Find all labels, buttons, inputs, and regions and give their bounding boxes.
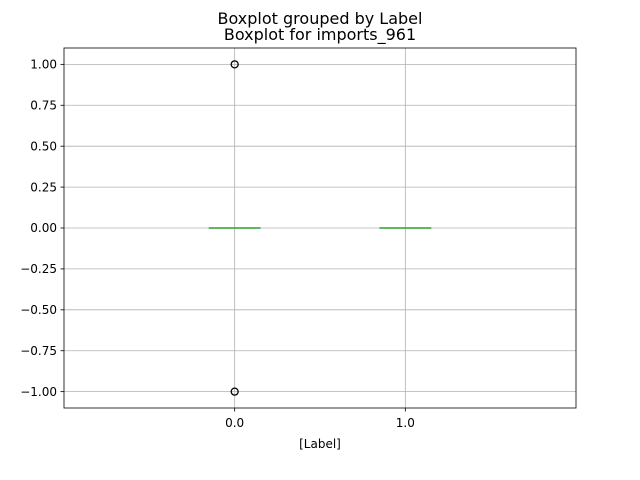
outlier-point — [230, 387, 239, 396]
y-tick-label: −0.50 — [20, 303, 57, 317]
axes-frame — [63, 47, 577, 409]
y-tick-label: 1.00 — [30, 58, 57, 72]
chart-title: Boxplot for imports_961 — [224, 25, 416, 45]
chart-suptitle: Boxplot grouped by Label — [218, 9, 423, 28]
x-tick-label: 1.0 — [396, 416, 415, 430]
y-tick-label: −1.00 — [20, 385, 57, 399]
x-tick-label: 0.0 — [225, 416, 244, 430]
y-tick-label: 0.75 — [30, 98, 57, 112]
outlier-point — [230, 60, 239, 69]
grid-lines — [64, 48, 576, 408]
y-tick-label: −0.25 — [20, 262, 57, 276]
y-tick-label: 0.00 — [30, 221, 57, 235]
y-tick-label: 0.25 — [30, 180, 57, 194]
y-tick-label: −0.75 — [20, 344, 57, 358]
box-layer — [208, 60, 432, 396]
axis-ticks: 1.00 0.75 0.50 0.25 0.00 −0.25 −0.50 −0.75 −1.00… — [20, 58, 415, 430]
x-axis-label: [Label] — [299, 437, 341, 451]
y-tick-label: 0.50 — [30, 139, 57, 153]
